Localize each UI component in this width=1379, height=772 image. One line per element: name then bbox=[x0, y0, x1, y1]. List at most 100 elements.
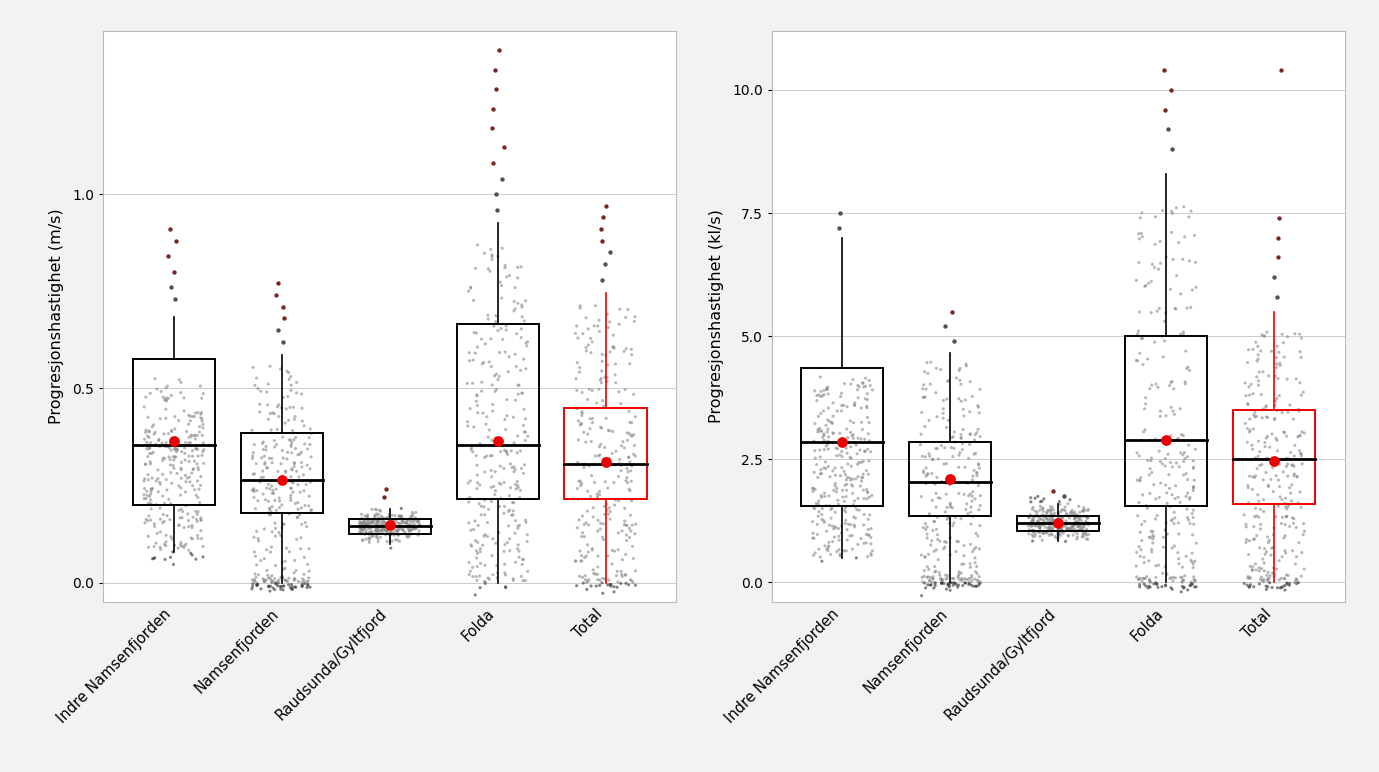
Point bbox=[807, 425, 829, 438]
Point bbox=[261, 570, 283, 582]
Point bbox=[376, 525, 399, 537]
Point bbox=[375, 529, 397, 541]
Point bbox=[616, 303, 638, 316]
Point bbox=[285, 387, 308, 399]
Point bbox=[1129, 347, 1151, 360]
Point bbox=[1074, 528, 1096, 540]
Point bbox=[270, 499, 292, 511]
Point bbox=[1041, 523, 1063, 535]
Point bbox=[505, 556, 527, 568]
Point bbox=[495, 423, 517, 435]
Point bbox=[146, 383, 168, 395]
Point bbox=[175, 476, 197, 488]
Point bbox=[261, 574, 283, 586]
Point bbox=[967, 574, 989, 586]
Point bbox=[592, 572, 614, 584]
Point bbox=[622, 428, 644, 441]
Point bbox=[372, 515, 394, 527]
Point bbox=[479, 265, 501, 277]
Point bbox=[281, 583, 303, 595]
Point bbox=[1128, 306, 1150, 318]
Point bbox=[163, 266, 185, 278]
Point bbox=[168, 374, 190, 386]
Point bbox=[243, 546, 265, 558]
Point bbox=[1284, 439, 1306, 452]
Point bbox=[1269, 480, 1291, 493]
Point bbox=[280, 471, 302, 483]
Point bbox=[250, 385, 272, 398]
Point bbox=[808, 543, 830, 555]
Point bbox=[1269, 357, 1291, 370]
Point bbox=[494, 444, 516, 456]
Point bbox=[840, 479, 862, 491]
Point bbox=[935, 573, 957, 585]
Point bbox=[154, 441, 177, 453]
Point bbox=[301, 504, 323, 516]
Point bbox=[261, 576, 283, 588]
Point bbox=[950, 432, 972, 445]
Point bbox=[1242, 423, 1265, 435]
Point bbox=[1030, 520, 1052, 532]
Point bbox=[371, 524, 393, 537]
Point bbox=[150, 385, 172, 398]
Point bbox=[465, 571, 487, 583]
Point bbox=[910, 549, 932, 561]
Point bbox=[284, 554, 306, 567]
Point bbox=[1287, 431, 1309, 443]
Point bbox=[408, 518, 430, 530]
Point bbox=[481, 405, 503, 418]
Point bbox=[567, 357, 589, 369]
Point bbox=[181, 430, 203, 442]
Point bbox=[243, 482, 265, 495]
Point bbox=[605, 570, 627, 582]
Point bbox=[273, 580, 295, 592]
Point bbox=[477, 309, 499, 321]
Point bbox=[159, 223, 181, 235]
Point bbox=[396, 530, 418, 542]
Point bbox=[272, 571, 294, 584]
Point bbox=[188, 506, 210, 518]
Point bbox=[1045, 532, 1067, 544]
Point bbox=[1256, 531, 1278, 543]
Point bbox=[844, 399, 866, 411]
Point bbox=[149, 543, 171, 556]
Point bbox=[461, 540, 483, 553]
Point bbox=[615, 311, 637, 323]
Point bbox=[490, 276, 512, 288]
Point bbox=[149, 513, 171, 526]
Point bbox=[1145, 378, 1167, 391]
Point bbox=[1248, 435, 1270, 447]
Point bbox=[598, 452, 621, 465]
Point bbox=[803, 532, 825, 544]
Point bbox=[378, 519, 401, 531]
Point bbox=[299, 423, 321, 435]
Point bbox=[349, 515, 371, 527]
Point bbox=[1237, 398, 1259, 410]
Point bbox=[276, 542, 298, 554]
Point bbox=[1251, 388, 1273, 401]
Point bbox=[856, 493, 878, 505]
Point bbox=[480, 243, 502, 256]
Point bbox=[581, 384, 603, 397]
Point bbox=[968, 459, 990, 471]
Point bbox=[296, 459, 319, 472]
Point bbox=[858, 374, 880, 387]
Point bbox=[1149, 257, 1171, 269]
Point bbox=[265, 522, 287, 534]
Point bbox=[603, 340, 625, 353]
Point bbox=[288, 509, 310, 521]
Point bbox=[1041, 515, 1063, 527]
Point bbox=[481, 449, 503, 462]
Point bbox=[615, 475, 637, 487]
Point bbox=[1150, 405, 1172, 418]
Point bbox=[177, 472, 199, 484]
Point bbox=[163, 462, 185, 475]
Point bbox=[1022, 513, 1044, 526]
Point bbox=[359, 527, 381, 539]
Point bbox=[939, 497, 961, 510]
Point bbox=[1125, 274, 1147, 286]
Point bbox=[936, 513, 958, 526]
Point bbox=[148, 472, 170, 485]
Point bbox=[170, 537, 192, 549]
Point bbox=[618, 452, 640, 464]
